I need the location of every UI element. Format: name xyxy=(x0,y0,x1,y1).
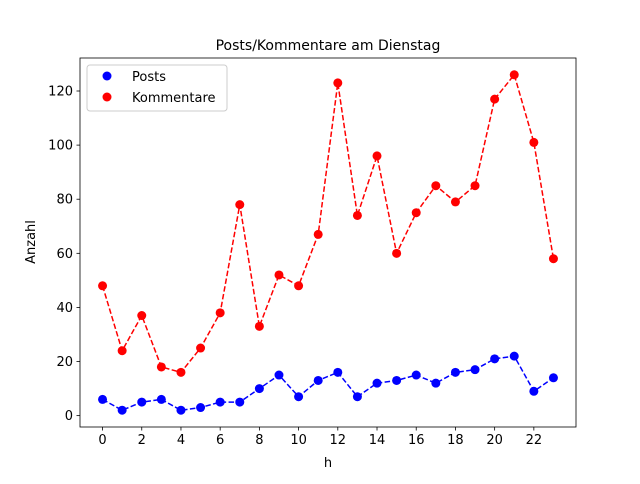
x-tick-label: 6 xyxy=(216,433,224,448)
data-point-posts xyxy=(215,397,225,407)
data-point-posts xyxy=(98,394,108,404)
x-tick-label: 22 xyxy=(526,433,543,448)
data-point-kommentare xyxy=(372,151,382,161)
x-tick-label: 20 xyxy=(486,433,503,448)
data-point-kommentare xyxy=(313,229,323,239)
data-point-posts xyxy=(235,397,245,407)
series-line-kommentare xyxy=(101,73,555,374)
legend-box xyxy=(86,64,228,112)
x-tick-label: 10 xyxy=(290,433,307,448)
data-point-kommentare xyxy=(470,181,480,191)
x-tick-label: 4 xyxy=(177,433,185,448)
data-point-kommentare xyxy=(274,270,284,280)
data-point-posts xyxy=(548,373,558,383)
data-point-kommentare xyxy=(235,200,245,210)
x-tick-label: 8 xyxy=(255,433,263,448)
y-tick-label: 60 xyxy=(56,247,73,262)
data-point-kommentare xyxy=(98,281,108,291)
chart-title: Posts/Kommentare am Dienstag xyxy=(216,38,441,54)
data-point-posts xyxy=(450,367,460,377)
data-point-posts xyxy=(196,403,206,413)
y-tick-label: 120 xyxy=(48,85,73,100)
x-tick-label: 0 xyxy=(98,433,106,448)
data-point-posts xyxy=(137,397,147,407)
data-point-posts xyxy=(176,405,186,415)
legend-label-kommentare: Kommentare xyxy=(132,91,216,106)
y-tick-label: 20 xyxy=(56,355,73,370)
data-point-kommentare xyxy=(156,362,166,372)
data-point-posts xyxy=(431,378,441,388)
data-point-kommentare xyxy=(490,94,500,104)
data-point-posts xyxy=(392,375,402,385)
data-point-kommentare xyxy=(254,321,264,331)
data-point-posts xyxy=(254,384,264,394)
data-point-posts xyxy=(372,378,382,388)
legend-marker-kommentare xyxy=(102,92,112,102)
legend: Posts Kommentare xyxy=(86,64,228,112)
data-point-posts xyxy=(352,392,362,402)
axes-frame xyxy=(79,57,577,428)
data-point-kommentare xyxy=(215,308,225,318)
x-axis-label: h xyxy=(324,456,332,471)
data-point-kommentare xyxy=(196,343,206,353)
y-tick-label: 100 xyxy=(48,139,73,154)
data-point-posts xyxy=(490,354,500,364)
y-tick-label: 40 xyxy=(56,301,73,316)
y-tick-label: 80 xyxy=(56,193,73,208)
x-tick-label: 14 xyxy=(369,433,386,448)
y-axis-label: Anzahl xyxy=(24,220,39,264)
data-point-posts xyxy=(470,365,480,375)
data-point-posts xyxy=(294,392,304,402)
data-point-posts xyxy=(333,367,343,377)
data-point-posts xyxy=(156,394,166,404)
data-point-kommentare xyxy=(431,181,441,191)
data-point-kommentare xyxy=(392,248,402,258)
data-point-kommentare xyxy=(137,311,147,321)
data-point-posts xyxy=(509,351,519,361)
data-point-kommentare xyxy=(117,346,127,356)
data-point-kommentare xyxy=(176,367,186,377)
data-point-kommentare xyxy=(333,78,343,88)
data-point-posts xyxy=(529,386,539,396)
data-point-kommentare xyxy=(509,70,519,80)
legend-marker-posts xyxy=(102,71,112,81)
data-point-posts xyxy=(117,405,127,415)
x-tick-label: 18 xyxy=(447,433,464,448)
data-point-kommentare xyxy=(450,197,460,207)
data-point-posts xyxy=(411,370,421,380)
data-point-kommentare xyxy=(529,137,539,147)
x-tick-label: 16 xyxy=(408,433,425,448)
x-tick-label: 2 xyxy=(138,433,146,448)
data-point-kommentare xyxy=(352,210,362,220)
series-line-posts xyxy=(102,355,554,412)
legend-label-posts: Posts xyxy=(132,70,166,85)
data-point-posts xyxy=(313,375,323,385)
x-tick-label: 12 xyxy=(330,433,347,448)
data-point-kommentare xyxy=(294,281,304,291)
y-tick-label: 0 xyxy=(65,409,73,424)
data-point-posts xyxy=(274,370,284,380)
data-point-kommentare xyxy=(411,208,421,218)
data-point-kommentare xyxy=(548,254,558,264)
